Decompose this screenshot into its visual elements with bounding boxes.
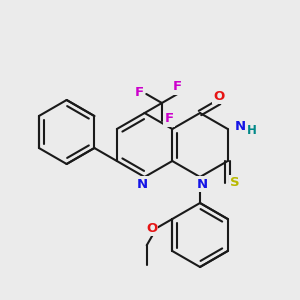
Text: F: F (173, 80, 182, 94)
Text: N: N (196, 178, 208, 190)
Text: N: N (137, 178, 148, 190)
Text: S: S (230, 176, 239, 190)
Text: O: O (213, 89, 225, 103)
Text: N: N (235, 119, 246, 133)
Text: F: F (164, 112, 173, 125)
Text: H: H (247, 124, 257, 137)
Text: O: O (146, 221, 157, 235)
Text: F: F (135, 85, 144, 98)
